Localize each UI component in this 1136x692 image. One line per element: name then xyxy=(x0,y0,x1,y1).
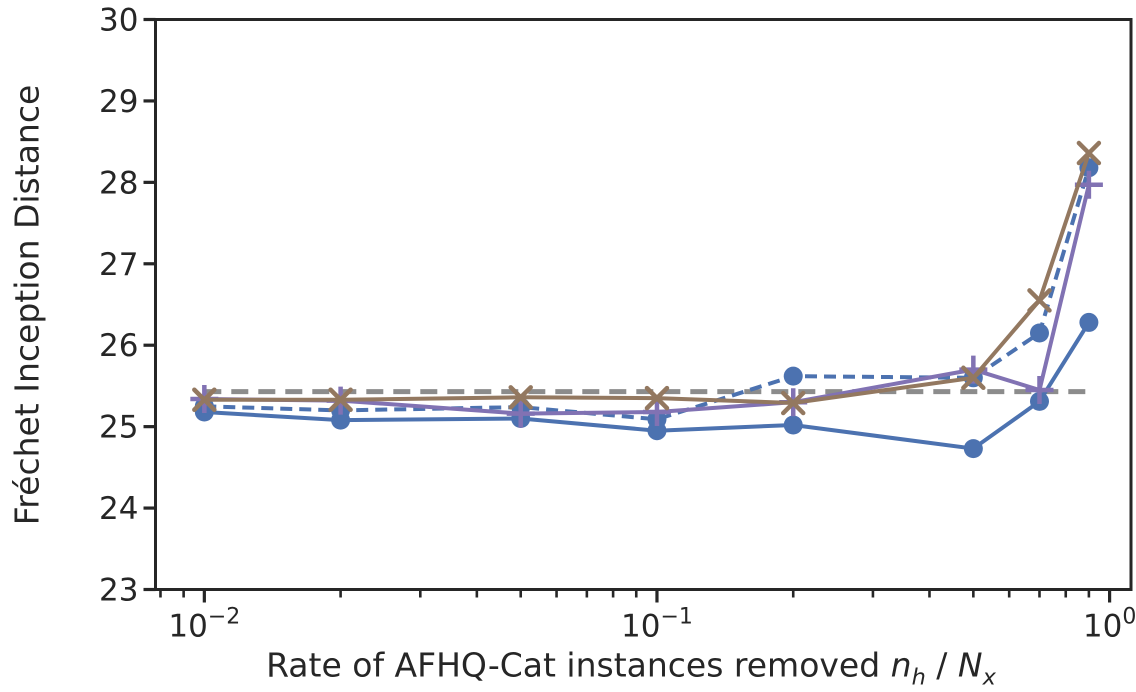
marker-circle-blue-solid-circles xyxy=(647,421,667,441)
marker-plus-purple-plus xyxy=(1025,376,1054,404)
x-axis-label-text: Rate of AFHQ-Cat instances removed xyxy=(266,645,891,685)
x-tick-label: 10−1 xyxy=(621,605,693,645)
y-tick-label: 27 xyxy=(99,247,138,283)
y-tick-label: 30 xyxy=(99,3,138,39)
x-tick-label: 10−2 xyxy=(168,605,240,645)
marker-x-brown-x xyxy=(508,385,533,410)
x-axis-math-nx: Nx xyxy=(957,645,996,691)
series-line-blue-dashed-circles xyxy=(204,167,1091,422)
series-line-blue-solid-circles xyxy=(204,321,1091,451)
marker-x-brown-x xyxy=(780,390,806,416)
y-axis-label: Fréchet Inception Distance xyxy=(8,85,47,526)
marker-circle-blue-solid-circles xyxy=(1079,312,1099,332)
x-axis-math-slash: / xyxy=(925,645,958,685)
marker-x-brown-x xyxy=(961,365,986,391)
series-line-purple-plus xyxy=(204,184,1091,416)
marker-x-brown-x xyxy=(1076,140,1102,166)
y-tick-label: 26 xyxy=(99,328,138,364)
x-tick-label: 100 xyxy=(1083,605,1136,645)
marker-x-brown-x xyxy=(328,387,353,413)
marker-circle-blue-dashed-circles xyxy=(1029,323,1049,343)
y-tick-label: 29 xyxy=(99,84,138,120)
marker-circle-blue-solid-circles xyxy=(331,410,351,430)
marker-x-brown-x xyxy=(192,387,217,413)
marker-circle-blue-solid-circles xyxy=(783,415,803,435)
x-axis-math-nh: nh xyxy=(890,645,926,691)
y-tick-label: 28 xyxy=(99,165,138,201)
marker-plus-purple-plus xyxy=(506,399,535,428)
marker-x-brown-x xyxy=(1027,288,1052,313)
marker-circle-blue-dashed-circles xyxy=(783,366,803,386)
x-axis-label: Rate of AFHQ-Cat instances removed nh / … xyxy=(266,646,996,691)
series-line-brown-x xyxy=(204,152,1091,406)
y-axis-label-text: Fréchet Inception Distance xyxy=(7,84,47,526)
marker-plus-purple-plus xyxy=(642,397,671,426)
plot-spines xyxy=(154,18,1133,591)
marker-circle-blue-solid-circles xyxy=(963,439,983,459)
y-tick-label: 23 xyxy=(99,573,138,609)
marker-x-brown-x xyxy=(644,385,670,411)
y-tick-label: 25 xyxy=(99,410,138,446)
y-tick-label: 24 xyxy=(99,491,138,527)
